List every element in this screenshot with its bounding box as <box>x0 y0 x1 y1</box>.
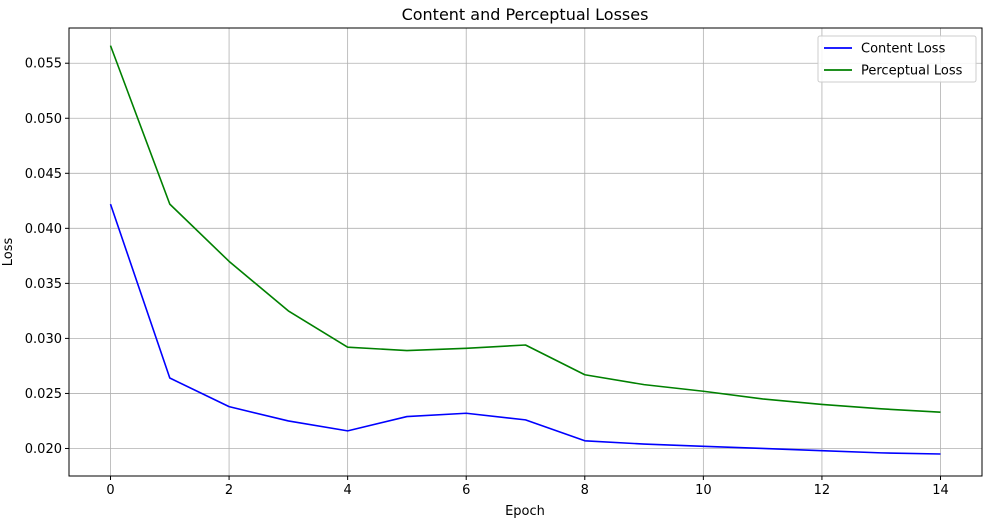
x-tick-label: 8 <box>581 483 589 498</box>
series-line-content-loss <box>109 203 941 455</box>
legend: Content Loss Perceptual Loss <box>817 35 977 83</box>
y-tick-label: 0.030 <box>25 332 62 347</box>
legend-entry-label: Content Loss <box>861 42 946 57</box>
chart-title: Content and Perceptual Losses <box>402 5 649 24</box>
y-tick-label: 0.055 <box>25 57 62 72</box>
y-tick-label: 0.045 <box>25 167 62 182</box>
x-tick-label: 6 <box>462 483 470 498</box>
y-tick-label: 0.035 <box>25 277 62 292</box>
grid-layer <box>69 28 982 476</box>
x-tick-label: 4 <box>344 483 352 498</box>
plot-frame <box>68 27 983 477</box>
legend-entry-label: Perceptual Loss <box>861 64 963 79</box>
x-tick-label: 14 <box>932 483 949 498</box>
y-tick-label: 0.025 <box>25 387 62 402</box>
y-tick-label: 0.040 <box>25 222 62 237</box>
y-axis-label: Loss <box>1 238 16 267</box>
ticks-layer: 0 2 4 6 8 10 12 14 0.020 0.025 0.030 0.035 0.040 0.04… <box>25 57 949 498</box>
x-tick-label: 2 <box>225 483 233 498</box>
x-axis-label: Epoch <box>505 504 545 519</box>
legend-box <box>817 35 977 83</box>
series-layer <box>109 45 941 455</box>
y-tick-label: 0.020 <box>25 442 62 457</box>
x-tick-label: 12 <box>814 483 831 498</box>
x-tick-label: 10 <box>695 483 712 498</box>
x-tick-label: 0 <box>106 483 114 498</box>
series-line-perceptual-loss <box>109 45 941 413</box>
y-tick-label: 0.050 <box>25 112 62 127</box>
